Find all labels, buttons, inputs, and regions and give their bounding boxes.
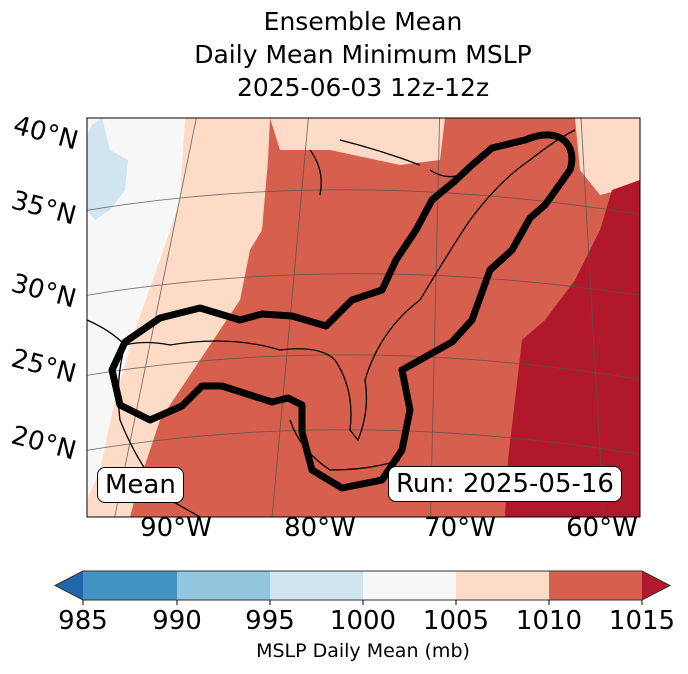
mean-label: Mean	[97, 467, 184, 503]
colorbar-tick-1005: 1005	[422, 606, 490, 636]
title-line-3: 2025-06-03 12z-12z	[236, 73, 490, 102]
run-label: Run: 2025-05-16	[388, 466, 622, 502]
lon-label-70w: 70°W	[424, 513, 496, 543]
colorbar-segment-990-995	[177, 571, 270, 600]
field-1005-north	[270, 118, 445, 165]
field-1015	[505, 180, 640, 517]
field-1000	[87, 118, 185, 500]
colorbar-segment-995-1000	[270, 571, 363, 600]
colorbar-tick-985: 985	[58, 606, 108, 636]
contour-1010	[108, 131, 576, 492]
colorbar-segment-985-990	[83, 571, 177, 600]
map-frame	[86, 117, 641, 518]
colorbar-tick-1010: 1010	[515, 606, 583, 636]
colorbar-segment-1005-1010	[456, 571, 549, 600]
field-995	[87, 118, 128, 220]
colorbar-tick-990: 990	[152, 606, 202, 636]
field-1005-ne	[575, 118, 640, 195]
colorbar-segment-1010-1015	[549, 571, 642, 600]
colorbar-tick-1015: 1015	[608, 606, 676, 636]
title-line-2: Daily Mean Minimum MSLP	[194, 40, 532, 69]
title-line-1: Ensemble Mean	[263, 7, 463, 36]
lon-label-90w: 90°W	[140, 513, 212, 543]
colorbar-extend-high	[642, 571, 670, 600]
colorbar-ticks	[82, 600, 643, 605]
colorbar-extend-low	[55, 571, 83, 600]
colorbar-label: MSLP Daily Mean (mb)	[256, 640, 470, 662]
colorbar-segment-1000-1005	[363, 571, 456, 600]
colorbar-tick-1000: 1000	[329, 606, 397, 636]
lon-label-60w: 60°W	[566, 513, 638, 543]
lon-label-80w: 80°W	[284, 513, 356, 543]
colorbar-tick-995: 995	[245, 606, 295, 636]
